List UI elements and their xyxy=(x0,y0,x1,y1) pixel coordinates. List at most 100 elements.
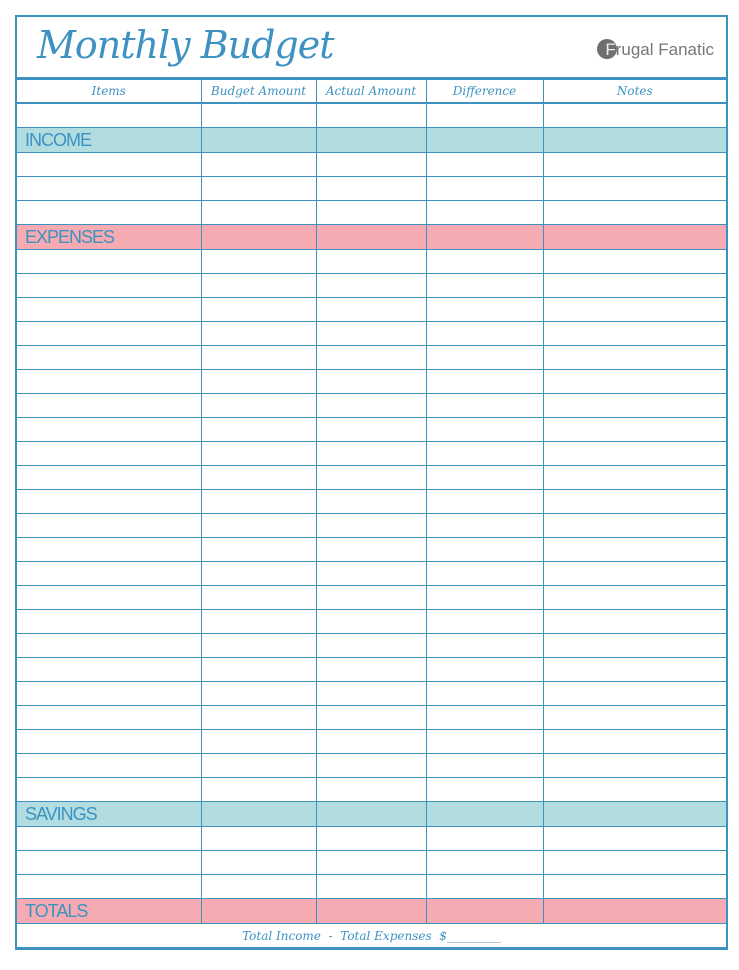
cell-items[interactable] xyxy=(17,152,202,177)
cell-actual[interactable] xyxy=(315,249,427,274)
cell-difference[interactable] xyxy=(425,297,544,322)
cell-notes[interactable] xyxy=(542,417,726,442)
cell-budget[interactable] xyxy=(200,681,317,706)
cell-budget[interactable] xyxy=(200,585,317,610)
cell-items[interactable] xyxy=(17,777,202,802)
cell-items[interactable] xyxy=(17,657,202,682)
cell-budget[interactable] xyxy=(200,898,317,924)
cell-difference[interactable] xyxy=(425,753,544,778)
cell-difference[interactable] xyxy=(425,777,544,802)
cell-items[interactable] xyxy=(17,609,202,634)
cell-budget[interactable] xyxy=(200,345,317,370)
cell-actual[interactable] xyxy=(315,369,427,394)
cell-budget[interactable] xyxy=(200,513,317,538)
cell-notes[interactable] xyxy=(542,826,726,851)
cell-actual[interactable] xyxy=(315,102,427,128)
cell-budget[interactable] xyxy=(200,826,317,851)
cell-budget[interactable] xyxy=(200,633,317,658)
cell-budget[interactable] xyxy=(200,537,317,562)
cell-items[interactable] xyxy=(17,705,202,730)
cell-budget[interactable] xyxy=(200,297,317,322)
cell-difference[interactable] xyxy=(425,273,544,298)
cell-notes[interactable] xyxy=(542,898,726,924)
cell-notes[interactable] xyxy=(542,224,726,250)
cell-items[interactable] xyxy=(17,393,202,418)
cell-actual[interactable] xyxy=(315,465,427,490)
cell-difference[interactable] xyxy=(425,441,544,466)
cell-items[interactable] xyxy=(17,681,202,706)
cell-budget[interactable] xyxy=(200,273,317,298)
cell-items[interactable] xyxy=(17,729,202,754)
cell-items[interactable] xyxy=(17,417,202,442)
cell-items[interactable] xyxy=(17,561,202,586)
cell-notes[interactable] xyxy=(542,297,726,322)
cell-items[interactable] xyxy=(17,249,202,274)
cell-notes[interactable] xyxy=(542,321,726,346)
cell-notes[interactable] xyxy=(542,441,726,466)
cell-budget[interactable] xyxy=(200,321,317,346)
cell-actual[interactable] xyxy=(315,585,427,610)
cell-items[interactable] xyxy=(17,273,202,298)
cell-difference[interactable] xyxy=(425,321,544,346)
cell-budget[interactable] xyxy=(200,609,317,634)
cell-items[interactable] xyxy=(17,633,202,658)
cell-budget[interactable] xyxy=(200,657,317,682)
cell-difference[interactable] xyxy=(425,249,544,274)
cell-actual[interactable] xyxy=(315,850,427,875)
cell-actual[interactable] xyxy=(315,729,427,754)
cell-notes[interactable] xyxy=(542,633,726,658)
cell-items[interactable] xyxy=(17,753,202,778)
cell-actual[interactable] xyxy=(315,273,427,298)
cell-notes[interactable] xyxy=(542,777,726,802)
cell-actual[interactable] xyxy=(315,753,427,778)
cell-items[interactable] xyxy=(17,321,202,346)
cell-items[interactable] xyxy=(17,465,202,490)
cell-budget[interactable] xyxy=(200,465,317,490)
cell-difference[interactable] xyxy=(425,152,544,177)
cell-difference[interactable] xyxy=(425,513,544,538)
cell-notes[interactable] xyxy=(542,681,726,706)
cell-budget[interactable] xyxy=(200,102,317,128)
cell-difference[interactable] xyxy=(425,561,544,586)
cell-actual[interactable] xyxy=(315,705,427,730)
cell-difference[interactable] xyxy=(425,489,544,514)
cell-notes[interactable] xyxy=(542,801,726,827)
cell-budget[interactable] xyxy=(200,441,317,466)
cell-difference[interactable] xyxy=(425,465,544,490)
cell-items[interactable] xyxy=(17,345,202,370)
cell-actual[interactable] xyxy=(315,489,427,514)
cell-difference[interactable] xyxy=(425,200,544,225)
cell-notes[interactable] xyxy=(542,513,726,538)
cell-actual[interactable] xyxy=(315,345,427,370)
cell-budget[interactable] xyxy=(200,777,317,802)
cell-items[interactable] xyxy=(17,441,202,466)
cell-actual[interactable] xyxy=(315,826,427,851)
cell-actual[interactable] xyxy=(315,513,427,538)
cell-items[interactable] xyxy=(17,585,202,610)
cell-difference[interactable] xyxy=(425,417,544,442)
cell-notes[interactable] xyxy=(542,561,726,586)
cell-difference[interactable] xyxy=(425,224,544,250)
cell-items[interactable] xyxy=(17,297,202,322)
cell-budget[interactable] xyxy=(200,874,317,899)
cell-budget[interactable] xyxy=(200,369,317,394)
cell-actual[interactable] xyxy=(315,537,427,562)
cell-actual[interactable] xyxy=(315,127,427,153)
cell-budget[interactable] xyxy=(200,753,317,778)
cell-difference[interactable] xyxy=(425,127,544,153)
cell-actual[interactable] xyxy=(315,777,427,802)
cell-items[interactable] xyxy=(17,874,202,899)
cell-items[interactable] xyxy=(17,489,202,514)
cell-difference[interactable] xyxy=(425,393,544,418)
cell-actual[interactable] xyxy=(315,321,427,346)
cell-difference[interactable] xyxy=(425,801,544,827)
cell-notes[interactable] xyxy=(542,345,726,370)
cell-notes[interactable] xyxy=(542,609,726,634)
cell-budget[interactable] xyxy=(200,489,317,514)
cell-difference[interactable] xyxy=(425,345,544,370)
footer-blank-field[interactable]: _________ xyxy=(446,928,501,943)
cell-budget[interactable] xyxy=(200,152,317,177)
cell-difference[interactable] xyxy=(425,681,544,706)
cell-notes[interactable] xyxy=(542,657,726,682)
cell-actual[interactable] xyxy=(315,609,427,634)
